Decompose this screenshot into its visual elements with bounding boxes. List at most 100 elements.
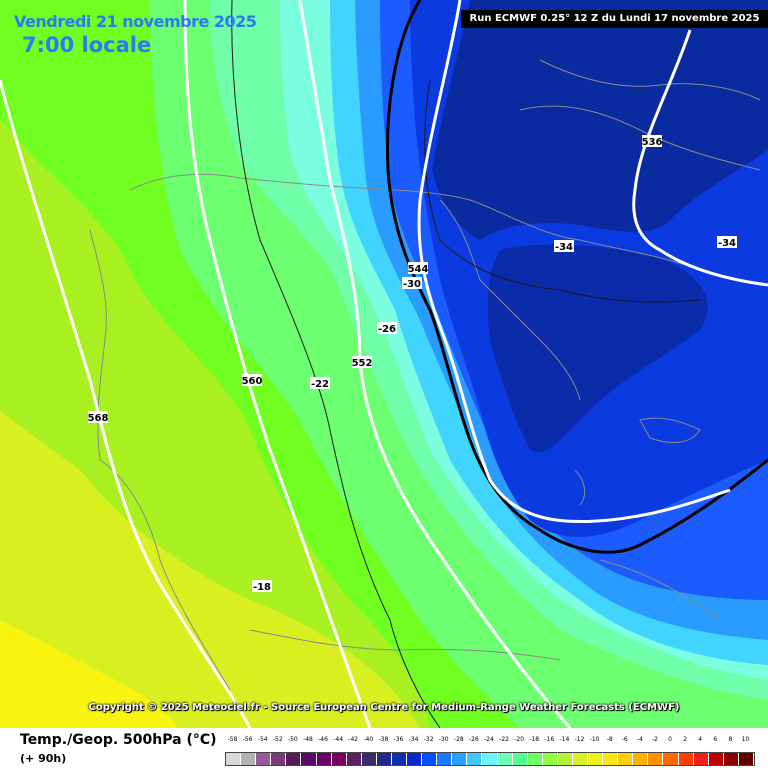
legend-label: -24	[484, 736, 494, 743]
legend-swatch	[361, 753, 376, 765]
map-footer: Temp./Geop. 500hPa (°C) (+ 90h) -58 -56 -5…	[0, 728, 768, 768]
legend-swatch	[286, 753, 301, 765]
legend-swatch	[482, 753, 497, 765]
legend-swatch	[467, 753, 482, 765]
legend-label: -48	[303, 736, 313, 743]
legend-swatch	[391, 753, 407, 765]
temp-band-minus34-core	[487, 244, 708, 453]
forecast-date: Vendredi 21 novembre 2025	[14, 12, 257, 31]
legend-swatch	[512, 753, 527, 765]
legend-label: -52	[272, 736, 283, 743]
legend-swatch	[723, 753, 738, 765]
legend-swatch	[437, 753, 452, 765]
isohypses	[0, 0, 768, 728]
legend-swatch	[422, 753, 437, 765]
copyright-notice: Copyright © 2025 Meteociel.fr - Source E…	[88, 702, 680, 713]
legend-label: 10	[741, 736, 750, 743]
legend-label: -42	[348, 736, 359, 743]
temp-label-minus34-east: -34	[718, 238, 736, 249]
legend-swatch	[452, 753, 467, 765]
legend-label: -2	[651, 736, 658, 743]
legend-label: 2	[683, 736, 688, 743]
geop-label-544: 544	[408, 264, 429, 275]
legend-label: -8	[606, 736, 613, 743]
legend-swatch	[633, 753, 648, 765]
legend-label: 0	[668, 736, 672, 743]
isotherm-minus32	[386, 0, 768, 554]
borders	[89, 59, 761, 691]
run-info: Run ECMWF 0.25° 12 Z du Lundi 17 novembr…	[461, 10, 768, 28]
legend-label: -54	[257, 736, 268, 743]
legend-label: 6	[713, 736, 718, 743]
legend-swatch	[376, 753, 391, 765]
forecast-map: 568 560 552 544 536 -22 -18 -26 -30 -34 …	[0, 0, 768, 728]
legend-label: -58	[227, 736, 238, 743]
legend-label: 8	[728, 736, 733, 743]
temp-label-minus18: -18	[253, 582, 271, 593]
legend-label: -22	[499, 736, 509, 743]
legend-label: -44	[333, 736, 344, 743]
legend-label: -12	[574, 736, 585, 743]
legend-swatch	[301, 753, 316, 765]
temp-band-minus34	[432, 0, 768, 240]
legend-label: -6	[621, 736, 628, 743]
geop-label-552: 552	[352, 358, 373, 369]
legend-swatch	[271, 753, 286, 765]
legend-label: -4	[636, 736, 643, 743]
legend-label: -14	[559, 736, 570, 743]
legend-swatch	[346, 753, 361, 765]
temp-label-minus34: -34	[555, 242, 573, 253]
legend-label: -28	[453, 736, 464, 743]
forecast-step: (+ 90h)	[20, 752, 67, 765]
legend-label: -50	[287, 736, 298, 743]
legend-label: -32	[423, 736, 434, 743]
legend-label: -26	[468, 736, 479, 743]
temp-label-minus30: -30	[403, 279, 421, 290]
legend-swatch	[527, 753, 542, 765]
legend-swatch	[738, 753, 753, 765]
legend-swatch	[618, 753, 633, 765]
geop-label-568: 568	[88, 413, 109, 424]
legend-label: -18	[529, 736, 540, 743]
legend-label: -30	[438, 736, 449, 743]
legend-label: -46	[318, 736, 328, 743]
legend-swatch	[316, 753, 331, 765]
temp-label-minus22: -22	[311, 379, 329, 390]
temp-labels: -22 -18 -26 -30 -34 -34	[252, 236, 737, 593]
geop-labels: 568 560 552 544 536	[88, 135, 663, 424]
legend-label: -40	[363, 736, 374, 743]
legend-swatch	[557, 753, 572, 765]
legend-label: -38	[378, 736, 389, 743]
legend-swatch	[241, 753, 256, 765]
legend-label: -36	[393, 736, 404, 743]
legend-swatch	[331, 753, 346, 765]
forecast-time: 7:00 locale	[22, 33, 152, 57]
map-canvas: 568 560 552 544 536 -22 -18 -26 -30 -34 …	[0, 0, 768, 728]
legend-swatch	[708, 753, 723, 765]
legend-swatch	[603, 753, 618, 765]
legend-swatch	[678, 753, 693, 765]
legend-swatch	[542, 753, 557, 765]
legend-swatch	[407, 753, 422, 765]
legend-label: 4	[698, 736, 703, 743]
legend-label: -16	[544, 736, 555, 743]
legend-swatch	[693, 753, 708, 765]
legend-swatch	[663, 753, 678, 765]
legend-swatch	[256, 753, 271, 765]
legend-swatch	[648, 753, 663, 765]
legend-label: -20	[514, 736, 525, 743]
legend-swatch	[497, 753, 512, 765]
legend-swatch	[572, 753, 588, 765]
legend-label: -10	[589, 736, 600, 743]
legend-labels: -58 -56 -54 -52 -50 -48 -46 -44 -42 -40 -38 -36 -34-…	[225, 736, 753, 750]
geop-label-560: 560	[242, 376, 263, 387]
legend-swatch	[588, 753, 603, 765]
color-legend: -58 -56 -54 -52 -50 -48 -46 -44 -42 -40 -38 -36 -34-…	[225, 736, 755, 766]
map-title: Temp./Geop. 500hPa (°C)	[20, 732, 217, 748]
legend-swatch	[226, 753, 241, 765]
legend-swatches	[225, 752, 755, 766]
temp-label-minus26: -26	[378, 324, 396, 335]
legend-label: -56	[242, 736, 253, 743]
legend-label: -34	[408, 736, 419, 743]
geop-label-536: 536	[642, 137, 663, 148]
